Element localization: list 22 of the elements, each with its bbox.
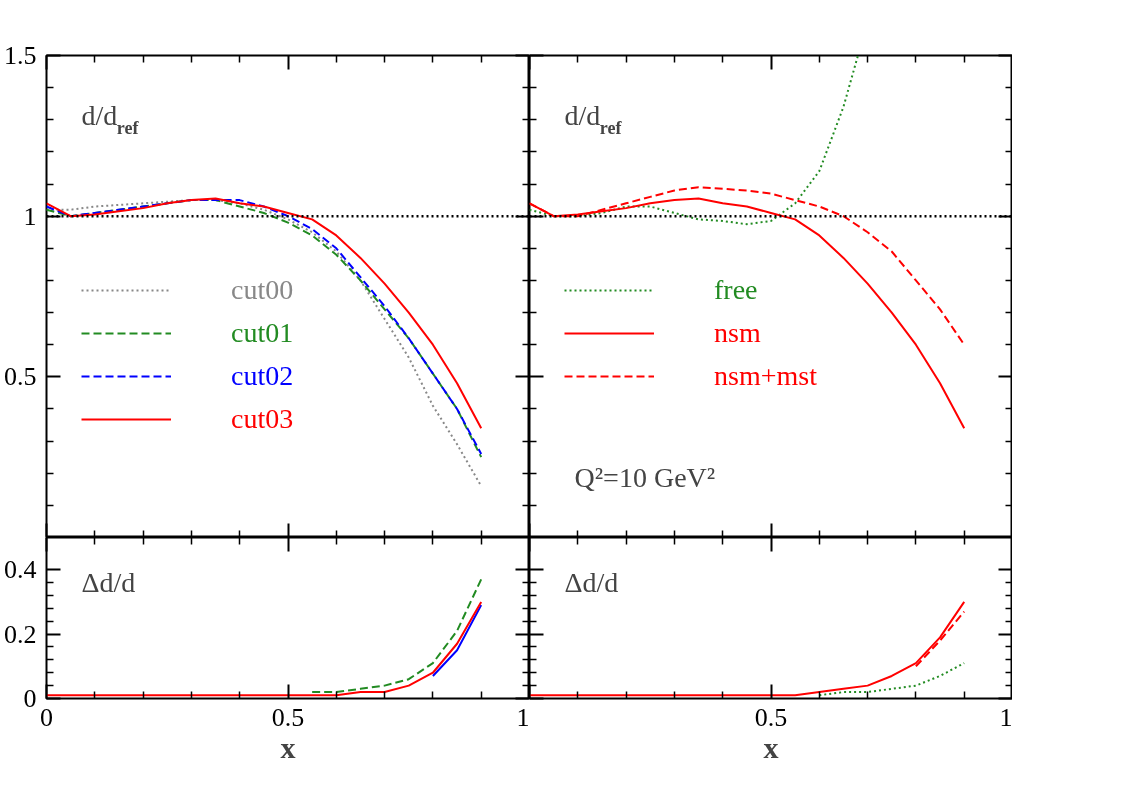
legend-label: cut00 [231,273,294,306]
y-axis-title: Δd/d [564,566,619,598]
x-tick-label: 1 [999,702,1013,732]
legend-label: nsm [714,316,761,349]
y-tick-label: 1.5 [4,41,37,70]
legend-label: cut01 [231,316,294,349]
legend-label: free [714,273,758,306]
x-tick-label: 0.5 [754,702,788,732]
annotation: Q²=10 GeV² [574,461,716,493]
legend-label: cut02 [231,359,294,392]
x-axis-title: x [280,730,296,764]
x-tick-label: 1 [516,702,530,732]
y-tick-label: 0.2 [4,619,37,649]
legend-label: nsm+mst [714,359,817,392]
legend-label: cut03 [231,402,294,435]
x-tick-label: 0.5 [271,702,305,732]
y-tick-label: 0.5 [4,362,37,392]
x-axis-title: x [763,730,779,764]
y-tick-label: 0.4 [4,555,37,585]
y-axis-title: Δd/d [81,566,136,598]
y-tick-label: 1 [23,201,37,231]
y-tick-label: 0 [23,684,37,713]
